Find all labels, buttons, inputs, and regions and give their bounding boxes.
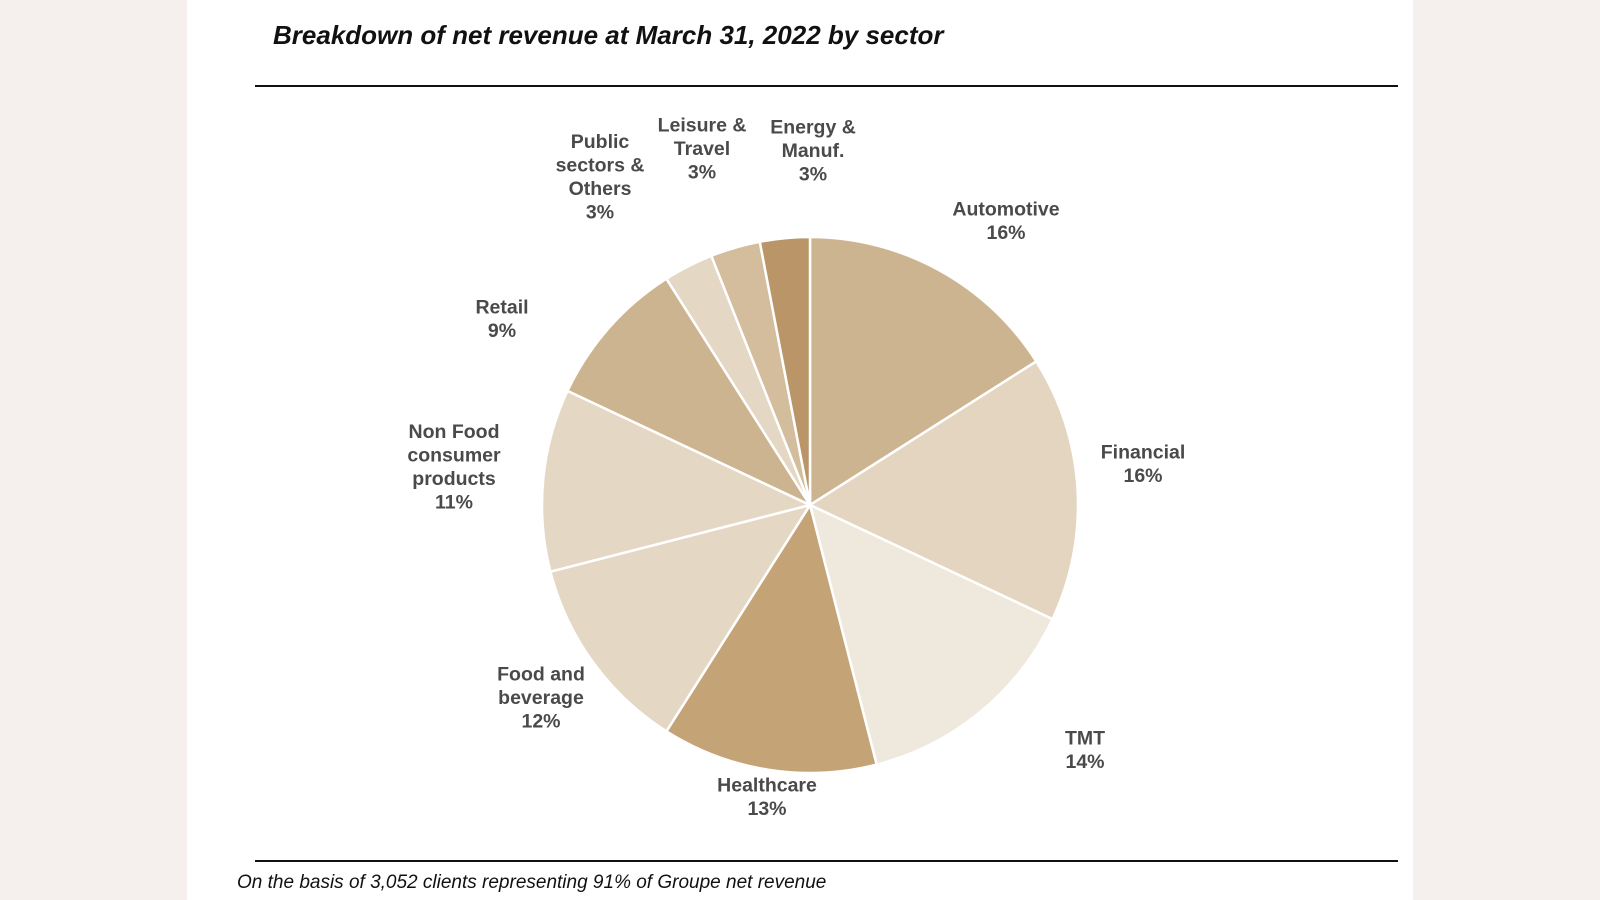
slice-name-label: Retail	[475, 296, 528, 318]
bottom-divider	[255, 860, 1398, 862]
slice-value-label: 3%	[799, 164, 827, 186]
slice-label-energy-and-manuf: Energy & Manuf. 3%	[770, 117, 856, 186]
slice-label-automotive: Automotive 16%	[952, 198, 1059, 244]
slice-label-financial: Financial 16%	[1101, 441, 1186, 487]
slice-label-food-and-beverage: Food and beverage 12%	[497, 664, 585, 733]
slice-value-label: 3%	[688, 162, 716, 184]
pie-labels: Automotive 16%Financial 16%TMT 14%Healthcar…	[407, 115, 1185, 820]
chart-title: Breakdown of net revenue at March 31, 20…	[273, 20, 944, 50]
slice-value-label: 16%	[986, 222, 1025, 244]
slice-label-tmt: TMT 14%	[1065, 727, 1105, 773]
slice-name-label: sectors &	[556, 154, 645, 176]
slice-name-label: products	[412, 468, 496, 490]
footnote: On the basis of 3,052 clients representi…	[237, 872, 827, 893]
slice-value-label: 13%	[747, 798, 786, 820]
slice-value-label: 11%	[435, 491, 473, 513]
slice-value-label: 9%	[488, 320, 516, 342]
slice-name-label: consumer	[407, 444, 501, 466]
slice-label-leisure-and-travel: Leisure & Travel 3%	[658, 115, 747, 184]
slice-label-non-food-consumer-products: Non Food consumer products 11%	[407, 421, 501, 514]
slice-name-label: Healthcare	[717, 774, 817, 796]
top-divider	[255, 85, 1398, 87]
pie-slice-food-and-beverage	[549, 503, 812, 733]
slice-name-label: Leisure &	[658, 115, 747, 137]
pie-slice-tmt	[808, 503, 1054, 766]
slice-value-label: 14%	[1065, 751, 1104, 773]
pie-slice-financial	[808, 360, 1080, 621]
slice-value-label: 3%	[586, 201, 614, 223]
slice-name-label: TMT	[1065, 727, 1105, 749]
slice-name-label: Public	[571, 131, 630, 153]
pie-slice-non-food-consumer-products	[540, 389, 812, 573]
slice-name-label: Food and	[497, 664, 585, 686]
slice-label-public-sectors-and-others: Public sectors & Others 3%	[556, 131, 645, 224]
slice-name-label: beverage	[498, 687, 584, 709]
pie-slice-healthcare	[665, 503, 878, 775]
slice-name-label: Travel	[674, 138, 730, 160]
slice-label-retail: Retail 9%	[475, 296, 528, 342]
slice-value-label: 16%	[1123, 465, 1162, 487]
slice-name-label: Financial	[1101, 441, 1186, 463]
slice-name-label: Automotive	[952, 198, 1059, 220]
pie-slices	[540, 235, 1080, 775]
slice-name-label: Others	[569, 178, 632, 200]
pie-slice-retail	[566, 277, 812, 507]
slice-name-label: Non Food	[409, 421, 500, 443]
pie-slice-energy-and-manuf	[758, 235, 812, 507]
slice-name-label: Energy &	[770, 117, 856, 139]
pie-slice-automotive	[808, 235, 1038, 507]
slice-label-healthcare: Healthcare 13%	[717, 774, 817, 820]
slice-value-label: 12%	[521, 711, 560, 733]
slice-name-label: Manuf.	[782, 140, 845, 162]
